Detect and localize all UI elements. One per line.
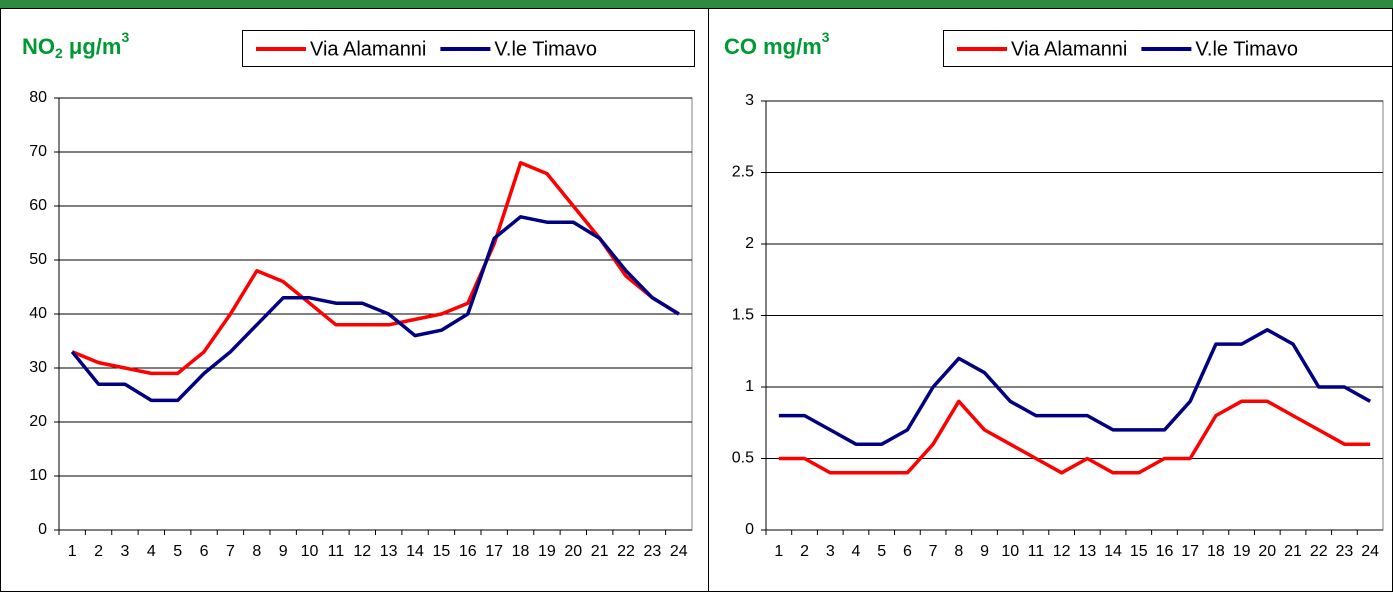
x-tick-label: 10 bbox=[301, 543, 319, 560]
title-part: CO mg/m bbox=[724, 34, 822, 59]
x-tick-label: 22 bbox=[617, 543, 635, 560]
x-tick-label: 11 bbox=[328, 543, 345, 560]
title-part: 2 bbox=[55, 45, 63, 61]
y-tick-label: 30 bbox=[29, 359, 47, 376]
y-tick-label: 2 bbox=[745, 235, 754, 252]
legend-label: V.le Timavo bbox=[1195, 38, 1298, 60]
x-tick-label: 4 bbox=[852, 543, 861, 560]
y-tick-label: 3 bbox=[745, 92, 754, 109]
chart-title: NO2 μg/m3 bbox=[22, 29, 129, 61]
x-tick-label: 12 bbox=[1053, 543, 1071, 560]
series-line bbox=[70, 215, 680, 403]
x-tick-label: 8 bbox=[252, 543, 261, 560]
y-tick-label: 40 bbox=[29, 305, 47, 322]
x-tick-label: 12 bbox=[353, 543, 371, 560]
x-tick-label: 13 bbox=[1078, 543, 1096, 560]
x-tick-label: 17 bbox=[485, 543, 503, 560]
x-tick-label: 9 bbox=[980, 543, 989, 560]
legend-label: V.le Timavo bbox=[494, 38, 597, 60]
legend-label: Via Alamanni bbox=[1011, 38, 1127, 60]
x-tick-label: 10 bbox=[1001, 543, 1019, 560]
x-tick-label: 21 bbox=[1284, 543, 1302, 560]
x-tick-label: 21 bbox=[591, 543, 609, 560]
y-tick-label: 80 bbox=[29, 89, 47, 106]
title-part: NO bbox=[22, 34, 55, 59]
x-tick-label: 14 bbox=[1104, 543, 1122, 560]
x-tick-label: 16 bbox=[1156, 543, 1174, 560]
x-tick-label: 23 bbox=[644, 543, 662, 560]
x-tick-label: 1 bbox=[68, 543, 77, 560]
series-line bbox=[71, 161, 680, 376]
x-tick-label: 8 bbox=[954, 543, 963, 560]
x-tick-label: 24 bbox=[1361, 543, 1379, 560]
x-tick-label: 4 bbox=[147, 543, 156, 560]
y-tick-label: 2.5 bbox=[732, 164, 754, 181]
x-tick-label: 9 bbox=[279, 543, 288, 560]
y-tick-label: 70 bbox=[29, 143, 47, 160]
x-tick-label: 23 bbox=[1336, 543, 1354, 560]
x-tick-label: 3 bbox=[120, 543, 129, 560]
y-tick-label: 0.5 bbox=[732, 450, 754, 467]
x-tick-label: 1 bbox=[774, 543, 783, 560]
header-bar bbox=[0, 0, 1393, 8]
series-line bbox=[778, 399, 1371, 475]
title-part: 3 bbox=[121, 29, 129, 45]
x-tick-label: 5 bbox=[173, 543, 182, 560]
panel-border bbox=[708, 8, 1393, 592]
y-tick-label: 1.5 bbox=[732, 307, 754, 324]
y-tick-label: 0 bbox=[38, 521, 47, 538]
x-tick-label: 14 bbox=[406, 543, 424, 560]
x-tick-label: 13 bbox=[380, 543, 398, 560]
x-tick-label: 20 bbox=[564, 543, 582, 560]
y-tick-label: 1 bbox=[745, 378, 754, 395]
x-tick-label: 6 bbox=[200, 543, 209, 560]
x-tick-label: 17 bbox=[1181, 543, 1199, 560]
title-part: 3 bbox=[822, 29, 830, 45]
y-tick-label: 60 bbox=[29, 197, 47, 214]
panel-border bbox=[0, 8, 709, 592]
title-part: μg/m bbox=[63, 34, 122, 59]
x-tick-label: 24 bbox=[670, 543, 688, 560]
x-tick-label: 19 bbox=[1233, 543, 1251, 560]
y-tick-label: 0 bbox=[745, 521, 754, 538]
y-tick-label: 10 bbox=[29, 467, 47, 484]
x-tick-label: 7 bbox=[226, 543, 235, 560]
x-tick-label: 19 bbox=[538, 543, 556, 560]
x-tick-label: 2 bbox=[800, 543, 809, 560]
x-tick-label: 6 bbox=[903, 543, 912, 560]
x-tick-label: 2 bbox=[94, 543, 103, 560]
y-tick-label: 50 bbox=[29, 251, 47, 268]
x-tick-label: 3 bbox=[826, 543, 835, 560]
x-tick-label: 5 bbox=[877, 543, 886, 560]
x-tick-label: 7 bbox=[929, 543, 938, 560]
legend-label: Via Alamanni bbox=[310, 38, 426, 60]
x-tick-label: 22 bbox=[1310, 543, 1328, 560]
y-tick-label: 20 bbox=[29, 413, 47, 430]
series-line bbox=[778, 328, 1371, 446]
x-tick-label: 18 bbox=[512, 543, 530, 560]
x-tick-label: 16 bbox=[459, 543, 477, 560]
x-tick-label: 15 bbox=[1130, 543, 1148, 560]
x-tick-label: 11 bbox=[1028, 543, 1045, 560]
chart-title: CO mg/m3 bbox=[724, 29, 830, 59]
x-tick-label: 18 bbox=[1207, 543, 1225, 560]
x-tick-label: 20 bbox=[1258, 543, 1276, 560]
x-tick-label: 15 bbox=[433, 543, 451, 560]
